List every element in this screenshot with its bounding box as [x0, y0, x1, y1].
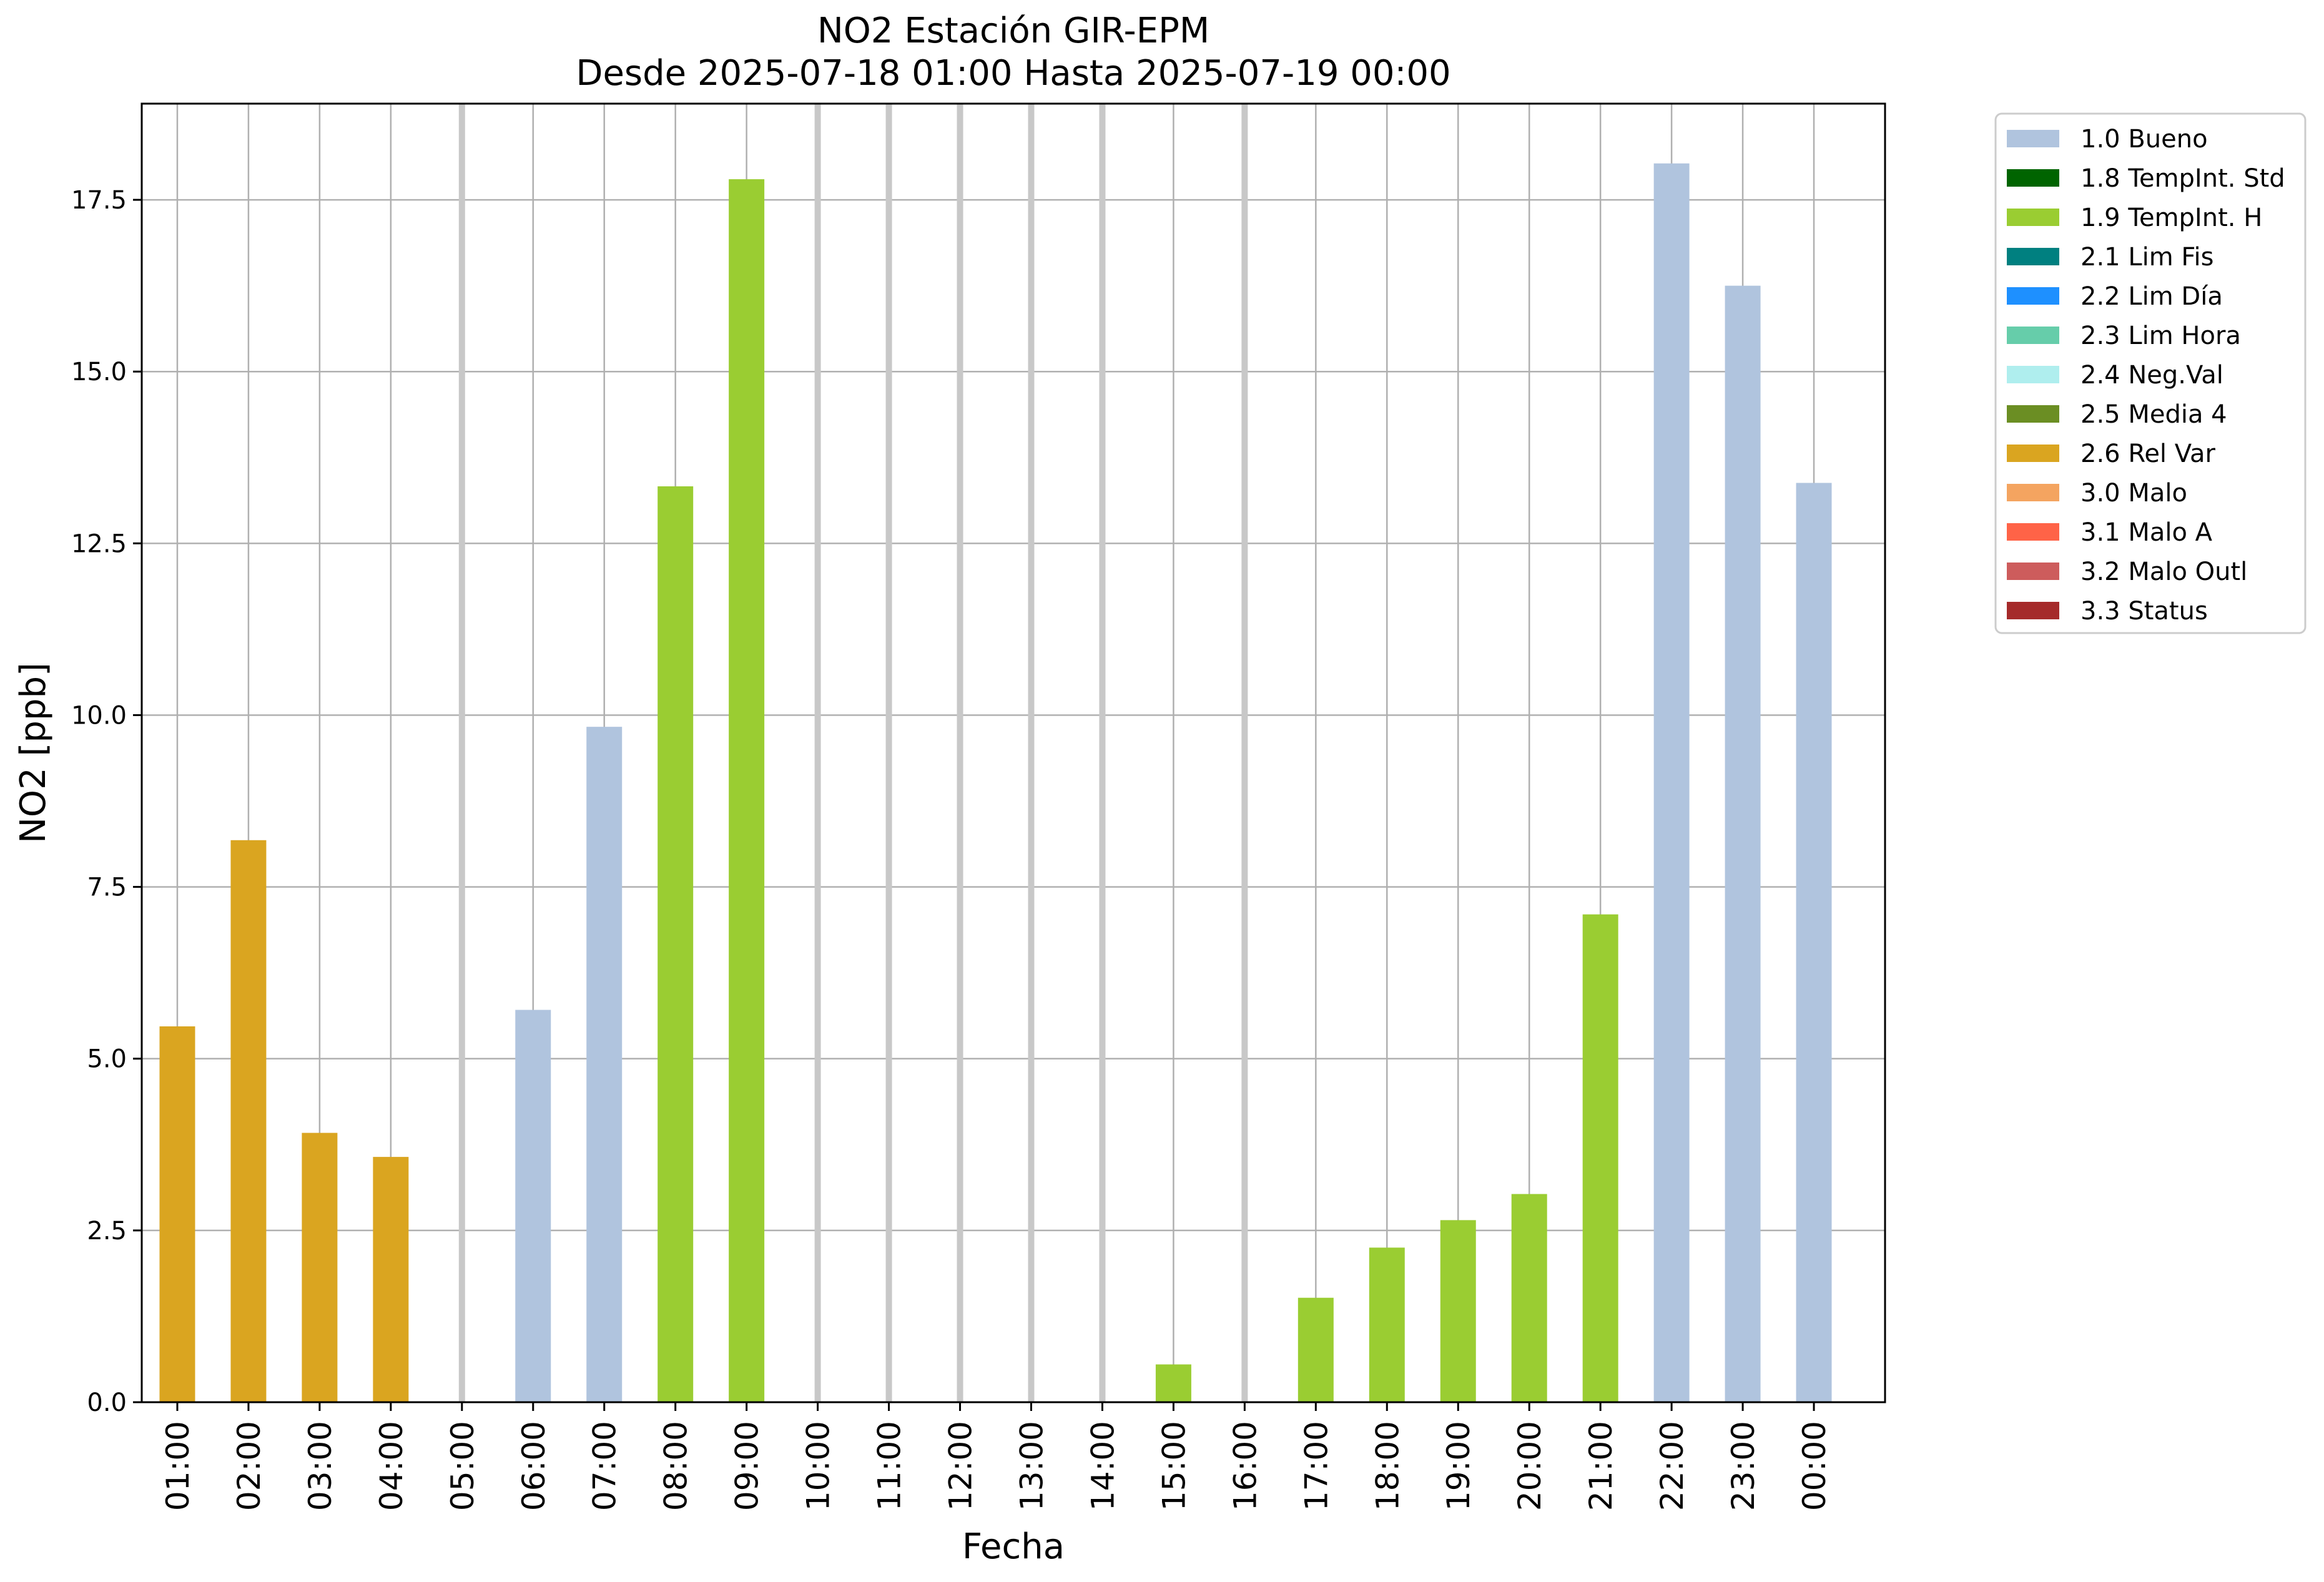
x-tick-label: 01:00	[160, 1421, 196, 1511]
x-tick-label: 17:00	[1298, 1421, 1334, 1511]
legend-swatch	[2007, 130, 2059, 147]
legend-frame	[1994, 112, 2307, 634]
y-ticks: 0.0 2.5 5.0 7.5 10.0 12.5 15.0 17.5	[71, 186, 142, 1417]
legend-swatch	[2007, 445, 2059, 462]
x-tick-label: 10:00	[800, 1421, 837, 1511]
missing-data-marker	[458, 104, 465, 1402]
legend-label: 3.3 Status	[2080, 597, 2208, 626]
x-tick-label: 05:00	[445, 1421, 481, 1511]
bars	[159, 163, 1832, 1403]
plot-area-frame	[140, 102, 1886, 1403]
y-tick-label: 0.0	[87, 1388, 127, 1417]
bar	[586, 727, 623, 1402]
legend: 1.0 Bueno 1.8 TempInt. Std 1.9 TempInt. H 2…	[1994, 112, 2307, 634]
x-tick-label: 21:00	[1583, 1421, 1619, 1511]
bar	[230, 840, 267, 1402]
bar	[1369, 1247, 1405, 1402]
bar	[1155, 1364, 1191, 1402]
bar	[373, 1157, 409, 1402]
legend-label: 2.1 Lim Fis	[2080, 243, 2213, 272]
y-axis-label: NO2 [ppb]	[13, 662, 54, 843]
x-ticks: 01:00 02:00 03:00 04:00 05:00 06:00 07:00 08:00…	[160, 1402, 1833, 1511]
legend-swatch	[2007, 327, 2059, 344]
legend-swatch	[2007, 209, 2059, 226]
legend-label: 1.0 Bueno	[2080, 125, 2208, 154]
missing-data-marker	[1028, 104, 1035, 1402]
legend-label: 3.2 Malo Outl	[2080, 558, 2247, 586]
legend-items: 1.0 Bueno 1.8 TempInt. Std 1.9 TempInt. H 2…	[2007, 125, 2285, 626]
legend-swatch	[2007, 366, 2059, 383]
bar	[1297, 1297, 1334, 1402]
missing-data-marker	[1241, 104, 1248, 1402]
x-tick-label: 22:00	[1654, 1421, 1690, 1511]
x-tick-label: 13:00	[1013, 1421, 1050, 1511]
legend-label: 3.0 Malo	[2080, 479, 2187, 508]
y-tick-label: 12.5	[71, 529, 127, 558]
x-tick-label: 03:00	[302, 1421, 338, 1511]
y-tick-label: 17.5	[71, 186, 127, 215]
x-tick-label: 11:00	[872, 1421, 908, 1511]
legend-label: 3.1 Malo A	[2080, 518, 2213, 547]
y-tick-label: 2.5	[87, 1217, 127, 1245]
bar	[1511, 1194, 1547, 1402]
missing-data-marker	[885, 104, 892, 1402]
y-tick-label: 15.0	[71, 358, 127, 386]
bar	[1653, 163, 1690, 1402]
bar	[1582, 914, 1618, 1402]
bar	[159, 1026, 195, 1402]
x-tick-label: 06:00	[516, 1421, 552, 1511]
x-tick-label: 19:00	[1440, 1421, 1477, 1511]
x-tick-label: 00:00	[1796, 1421, 1833, 1511]
x-tick-label: 14:00	[1085, 1421, 1121, 1511]
x-tick-label: 16:00	[1227, 1421, 1263, 1511]
legend-swatch	[2007, 405, 2059, 423]
bar	[729, 179, 765, 1402]
x-tick-label: 20:00	[1512, 1421, 1548, 1511]
bar	[1440, 1220, 1476, 1402]
legend-label: 2.3 Lim Hora	[2080, 322, 2241, 350]
missing-data-marker	[1099, 104, 1106, 1402]
legend-swatch	[2007, 484, 2059, 501]
y-tick-label: 7.5	[87, 873, 127, 902]
missing-data-markers	[458, 104, 1248, 1402]
x-tick-label: 08:00	[658, 1421, 694, 1511]
chart-title: NO2 Estación GIR-EPM	[817, 11, 1209, 51]
legend-label: 2.6 Rel Var	[2080, 440, 2216, 468]
bar	[657, 486, 694, 1403]
legend-swatch	[2007, 602, 2059, 619]
legend-swatch	[2007, 248, 2059, 265]
x-tick-label: 09:00	[729, 1421, 766, 1511]
legend-swatch	[2007, 563, 2059, 580]
legend-label: 2.4 Neg.Val	[2080, 361, 2223, 390]
x-tick-label: 02:00	[231, 1421, 267, 1511]
missing-data-marker	[814, 104, 821, 1402]
y-tick-label: 5.0	[87, 1045, 127, 1074]
legend-label: 2.5 Media 4	[2080, 400, 2227, 429]
x-tick-label: 23:00	[1725, 1421, 1761, 1511]
legend-swatch	[2007, 169, 2059, 187]
legend-label: 2.2 Lim Día	[2080, 282, 2223, 311]
bar	[515, 1010, 551, 1402]
x-tick-label: 18:00	[1369, 1421, 1406, 1511]
bar	[1725, 285, 1761, 1403]
x-tick-label: 12:00	[943, 1421, 979, 1511]
missing-data-marker	[957, 104, 963, 1402]
x-axis-label: Fecha	[962, 1526, 1065, 1567]
chart-subtitle: Desde 2025-07-18 01:00 Hasta 2025-07-19 …	[576, 53, 1450, 94]
y-tick-label: 10.0	[71, 701, 127, 730]
bar	[302, 1132, 338, 1402]
x-tick-label: 04:00	[373, 1421, 410, 1511]
legend-swatch	[2007, 287, 2059, 305]
legend-swatch	[2007, 523, 2059, 541]
legend-label: 1.9 TempInt. H	[2080, 204, 2262, 232]
x-tick-label: 15:00	[1156, 1421, 1192, 1511]
x-tick-label: 07:00	[587, 1421, 623, 1511]
legend-label: 1.8 TempInt. Std	[2080, 164, 2285, 193]
bar	[1796, 483, 1832, 1402]
